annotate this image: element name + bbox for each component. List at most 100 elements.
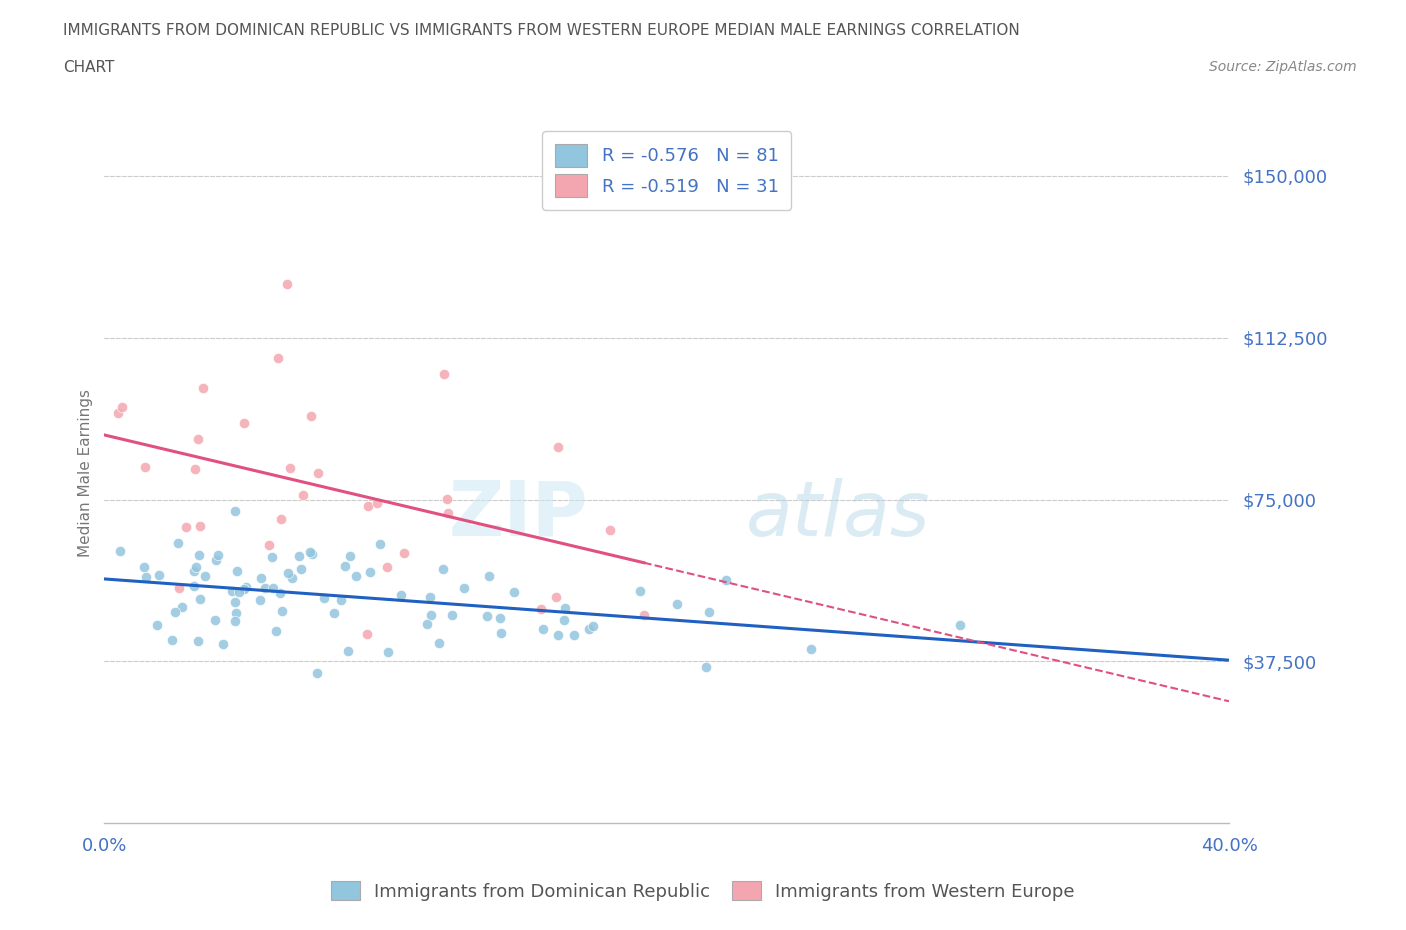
Point xyxy=(582,618,605,633)
Point xyxy=(389,588,412,603)
Point xyxy=(233,415,256,430)
Point xyxy=(544,590,567,604)
Point xyxy=(392,545,415,560)
Point xyxy=(375,560,398,575)
Point xyxy=(277,565,299,580)
Point xyxy=(356,627,378,642)
Point xyxy=(714,573,737,588)
Point xyxy=(436,505,458,520)
Point xyxy=(599,523,621,538)
Text: CHART: CHART xyxy=(63,60,115,75)
Point xyxy=(416,617,439,631)
Point xyxy=(697,604,720,619)
Point xyxy=(187,548,209,563)
Point xyxy=(163,604,186,619)
Point xyxy=(339,549,361,564)
Point xyxy=(307,465,329,480)
Point xyxy=(695,659,717,674)
Text: atlas: atlas xyxy=(745,478,929,551)
Point xyxy=(475,608,498,623)
Point xyxy=(949,618,972,632)
Point xyxy=(531,622,554,637)
Point xyxy=(205,553,228,568)
Text: IMMIGRANTS FROM DOMINICAN REPUBLIC VS IMMIGRANTS FROM WESTERN EUROPE MEDIAN MALE: IMMIGRANTS FROM DOMINICAN REPUBLIC VS IM… xyxy=(63,23,1019,38)
Point xyxy=(235,579,257,594)
Point xyxy=(433,366,456,381)
Point xyxy=(553,612,575,627)
Point xyxy=(530,601,553,616)
Point xyxy=(134,560,156,575)
Point xyxy=(146,618,169,632)
Point xyxy=(134,459,156,474)
Point xyxy=(183,578,205,593)
Point xyxy=(290,561,312,576)
Point xyxy=(491,625,513,640)
Point xyxy=(562,628,585,643)
Point xyxy=(578,621,600,636)
Point xyxy=(440,608,463,623)
Text: ZIP: ZIP xyxy=(449,478,588,551)
Point xyxy=(207,548,229,563)
Point xyxy=(111,400,134,415)
Point xyxy=(298,545,321,560)
Point xyxy=(269,586,291,601)
Point xyxy=(554,601,576,616)
Text: Source: ZipAtlas.com: Source: ZipAtlas.com xyxy=(1209,60,1357,74)
Point xyxy=(344,568,367,583)
Point xyxy=(221,584,243,599)
Point xyxy=(188,591,211,606)
Point xyxy=(419,590,441,604)
Point xyxy=(453,581,475,596)
Point xyxy=(503,585,526,600)
Point xyxy=(628,583,651,598)
Point xyxy=(188,519,211,534)
Point xyxy=(135,570,157,585)
Point xyxy=(187,633,209,648)
Point xyxy=(377,644,399,659)
Point xyxy=(108,544,131,559)
Point xyxy=(183,563,205,578)
Point xyxy=(488,611,510,626)
Point xyxy=(225,605,247,620)
Point xyxy=(184,559,207,574)
Point xyxy=(333,559,356,574)
Point xyxy=(359,565,381,579)
Point xyxy=(193,381,215,396)
Point xyxy=(226,564,249,578)
Point xyxy=(257,538,280,552)
Point xyxy=(224,594,246,609)
Point xyxy=(357,498,380,513)
Point xyxy=(314,591,336,605)
Point xyxy=(281,571,304,586)
Point xyxy=(299,409,322,424)
Point xyxy=(432,562,454,577)
Point xyxy=(478,568,501,583)
Point xyxy=(167,581,190,596)
Point xyxy=(270,512,292,526)
Point xyxy=(301,546,323,561)
Point xyxy=(172,600,194,615)
Point xyxy=(547,628,569,643)
Point xyxy=(366,496,388,511)
Point xyxy=(665,596,688,611)
Point xyxy=(187,432,209,446)
Point xyxy=(288,549,311,564)
Point xyxy=(547,439,569,454)
Point xyxy=(278,460,301,475)
Point xyxy=(233,582,256,597)
Y-axis label: Median Male Earnings: Median Male Earnings xyxy=(79,389,93,557)
Point xyxy=(262,550,284,565)
Point xyxy=(420,607,443,622)
Legend: R = -0.576   N = 81, R = -0.519   N = 31: R = -0.576 N = 81, R = -0.519 N = 31 xyxy=(543,131,792,210)
Point xyxy=(264,623,287,638)
Point xyxy=(800,642,823,657)
Point xyxy=(249,592,271,607)
Point xyxy=(212,637,235,652)
Legend: Immigrants from Dominican Republic, Immigrants from Western Europe: Immigrants from Dominican Republic, Immi… xyxy=(322,872,1084,910)
Point xyxy=(271,604,294,618)
Point xyxy=(267,351,290,365)
Point xyxy=(224,614,246,629)
Point xyxy=(276,276,298,291)
Point xyxy=(292,487,315,502)
Point xyxy=(323,605,346,620)
